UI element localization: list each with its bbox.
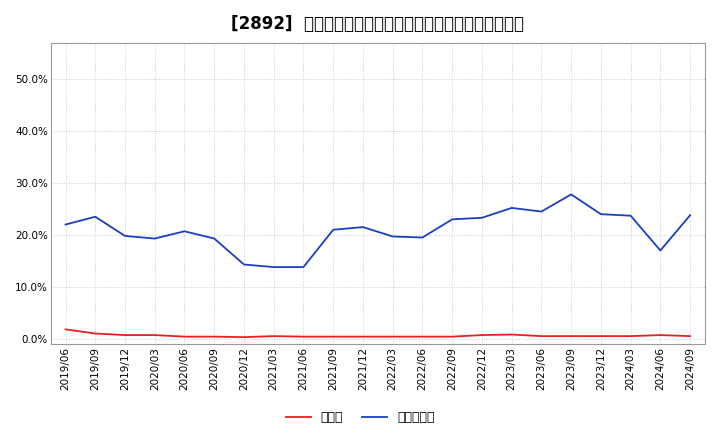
有利子負債 bbox=[686, 213, 695, 218]
有利子負債 bbox=[388, 234, 397, 239]
有利子負債 bbox=[210, 236, 219, 241]
有利子負債 bbox=[567, 192, 575, 197]
Line: 有利子負債: 有利子負債 bbox=[66, 194, 690, 267]
現颅金 bbox=[448, 334, 456, 339]
現颅金 bbox=[121, 333, 130, 338]
有利子負債 bbox=[656, 248, 665, 253]
現颅金 bbox=[359, 334, 367, 339]
有利子負債 bbox=[418, 235, 427, 240]
現颅金 bbox=[150, 333, 159, 338]
有利子負債 bbox=[240, 262, 248, 267]
現颅金 bbox=[269, 334, 278, 339]
有利子負債 bbox=[299, 264, 307, 270]
有利子負債 bbox=[329, 227, 338, 232]
有利子負債 bbox=[477, 215, 486, 220]
現颅金 bbox=[91, 331, 99, 336]
有利子負債 bbox=[91, 214, 99, 220]
有利子負債 bbox=[508, 205, 516, 211]
現颅金 bbox=[567, 334, 575, 339]
現颅金 bbox=[418, 334, 427, 339]
現颅金 bbox=[508, 332, 516, 337]
有利子負債 bbox=[537, 209, 546, 214]
現颅金 bbox=[656, 333, 665, 338]
有利子負債 bbox=[359, 224, 367, 230]
有利子負債 bbox=[626, 213, 635, 218]
Line: 現颅金: 現颅金 bbox=[66, 330, 690, 337]
有利子負債 bbox=[180, 229, 189, 234]
現颅金 bbox=[388, 334, 397, 339]
現颅金 bbox=[597, 334, 606, 339]
現颅金 bbox=[61, 327, 70, 332]
有利子負債 bbox=[269, 264, 278, 270]
有利子負債 bbox=[121, 233, 130, 238]
現颅金 bbox=[477, 333, 486, 338]
現颅金 bbox=[210, 334, 219, 339]
有利子負債 bbox=[597, 212, 606, 217]
現颅金 bbox=[329, 334, 338, 339]
有利子負債 bbox=[448, 217, 456, 222]
現颅金 bbox=[626, 334, 635, 339]
現颅金 bbox=[180, 334, 189, 339]
有利子負債 bbox=[61, 222, 70, 227]
Title: [2892]  現颅金、有利子負債の総資産に対する比率の推移: [2892] 現颅金、有利子負債の総資産に対する比率の推移 bbox=[231, 15, 524, 33]
現颅金 bbox=[686, 334, 695, 339]
有利子負債 bbox=[150, 236, 159, 241]
現颅金 bbox=[240, 334, 248, 340]
現颅金 bbox=[537, 334, 546, 339]
Legend: 現颅金, 有利子負債: 現颅金, 有利子負債 bbox=[281, 407, 439, 429]
現颅金 bbox=[299, 334, 307, 339]
